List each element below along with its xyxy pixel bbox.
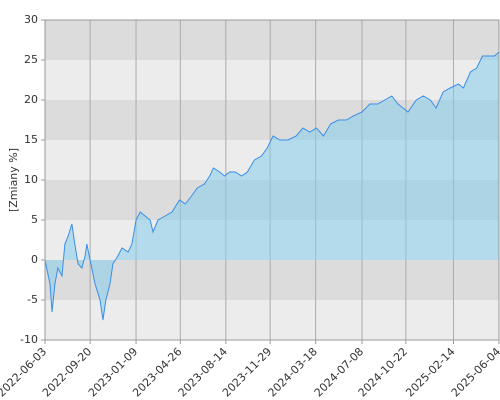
y-tick-label: 15 xyxy=(24,133,38,146)
band xyxy=(45,20,499,60)
band xyxy=(45,300,499,340)
y-tick-label: 10 xyxy=(24,173,38,186)
y-tick-label: 25 xyxy=(24,53,38,66)
plot xyxy=(44,51,500,321)
y-axis-label: [Zmiany %] xyxy=(7,148,20,212)
plot-border xyxy=(44,19,500,341)
band xyxy=(45,60,499,100)
y-tick-label: 20 xyxy=(24,93,38,106)
band xyxy=(45,260,499,300)
y-tick-label: -10 xyxy=(20,333,38,346)
y-tick-label: -5 xyxy=(27,293,38,306)
y-tick-label: 5 xyxy=(31,213,38,226)
y-tick-label: 0 xyxy=(31,253,38,266)
area xyxy=(45,52,499,320)
y-tick-label: 30 xyxy=(24,13,38,26)
line xyxy=(44,51,500,321)
